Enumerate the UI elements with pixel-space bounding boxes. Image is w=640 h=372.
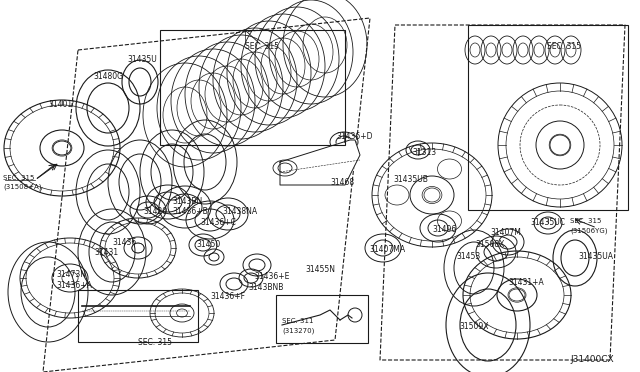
Text: 31453: 31453 <box>456 252 480 261</box>
Text: SEC. 315: SEC. 315 <box>547 42 581 51</box>
Text: 31480G: 31480G <box>93 72 123 81</box>
Text: 31420: 31420 <box>143 207 167 216</box>
Text: 31436+F: 31436+F <box>210 292 245 301</box>
Text: 31431+A: 31431+A <box>508 278 544 287</box>
Text: 31496: 31496 <box>432 225 456 234</box>
Text: 31438NA: 31438NA <box>222 207 257 216</box>
Text: 31407M: 31407M <box>490 228 521 237</box>
Bar <box>160 30 345 145</box>
Text: 31509X: 31509X <box>459 322 488 331</box>
Text: SEC. 311: SEC. 311 <box>282 318 314 324</box>
Text: 31435UB: 31435UB <box>393 175 428 184</box>
Text: (31508+A): (31508+A) <box>3 184 42 190</box>
Text: 3143BNB: 3143BNB <box>248 283 284 292</box>
Bar <box>78 290 198 342</box>
Text: 31407MA: 31407MA <box>369 245 405 254</box>
Text: SEC. 315: SEC. 315 <box>570 218 602 224</box>
Text: SEC. 315: SEC. 315 <box>245 42 279 51</box>
Text: 31436+C: 31436+C <box>200 218 236 227</box>
Text: 31436+B: 31436+B <box>172 207 208 216</box>
Text: 31435U: 31435U <box>127 55 157 64</box>
Text: SEC. 315: SEC. 315 <box>138 338 172 347</box>
Text: 31436+E: 31436+E <box>254 272 289 281</box>
Text: 31436: 31436 <box>112 238 136 247</box>
Bar <box>276 295 368 343</box>
Text: J31400CX: J31400CX <box>570 355 614 364</box>
Text: (313270): (313270) <box>282 328 314 334</box>
Text: 31401: 31401 <box>48 100 72 109</box>
Text: 31450: 31450 <box>196 240 220 249</box>
Text: 31436+A: 31436+A <box>56 281 92 290</box>
Text: SEC. 315: SEC. 315 <box>3 175 35 181</box>
Text: 31455N: 31455N <box>305 265 335 274</box>
Text: 31508X: 31508X <box>475 240 504 249</box>
Text: 31313: 31313 <box>412 148 436 157</box>
Text: 31436+D: 31436+D <box>336 132 372 141</box>
Text: 31473N: 31473N <box>56 270 86 279</box>
Text: (31506YG): (31506YG) <box>570 228 607 234</box>
Text: 31468: 31468 <box>330 178 354 187</box>
Text: 31431: 31431 <box>94 248 118 257</box>
Bar <box>468 25 628 210</box>
Text: 31435UC: 31435UC <box>530 218 565 227</box>
Text: 3143BN: 3143BN <box>172 197 202 206</box>
Text: 31435UA: 31435UA <box>578 252 613 261</box>
Polygon shape <box>280 140 360 185</box>
